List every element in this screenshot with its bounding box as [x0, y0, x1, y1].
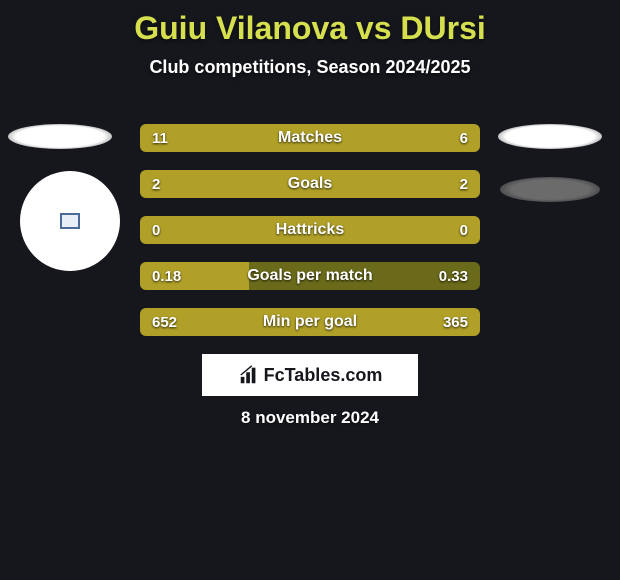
stat-row: 00Hattricks: [140, 216, 480, 244]
stat-row: 652365Min per goal: [140, 308, 480, 336]
stat-value-left: 11: [152, 124, 168, 152]
date-text: 8 november 2024: [0, 408, 620, 428]
player-right-shadow-2: [500, 177, 600, 202]
stat-bar-left: [140, 216, 480, 244]
stat-value-left: 2: [152, 170, 160, 198]
stat-value-right: 0: [460, 216, 468, 244]
stat-value-left: 652: [152, 308, 177, 336]
stat-value-right: 2: [460, 170, 468, 198]
brand-chart-icon: [238, 364, 260, 386]
player-left-avatar: [20, 171, 120, 271]
stat-bar-left: [140, 170, 480, 198]
avatar-placeholder-icon: [60, 213, 80, 229]
stat-row: 22Goals: [140, 170, 480, 198]
stat-value-left: 0: [152, 216, 160, 244]
brand-text: FcTables.com: [264, 365, 383, 386]
stat-bar-left: [140, 308, 480, 336]
player-left-shadow: [8, 124, 112, 149]
stat-value-right: 6: [460, 124, 468, 152]
stat-bar-left: [140, 124, 480, 152]
stat-value-right: 365: [443, 308, 468, 336]
page-title: Guiu Vilanova vs DUrsi: [0, 0, 620, 47]
stat-row: 0.180.33Goals per match: [140, 262, 480, 290]
page-subtitle: Club competitions, Season 2024/2025: [0, 57, 620, 78]
player-right-shadow-1: [498, 124, 602, 149]
stats-container: 116Matches22Goals00Hattricks0.180.33Goal…: [140, 124, 480, 354]
stat-row: 116Matches: [140, 124, 480, 152]
brand-box: FcTables.com: [202, 354, 418, 396]
stat-value-left: 0.18: [152, 262, 181, 290]
stat-value-right: 0.33: [439, 262, 468, 290]
